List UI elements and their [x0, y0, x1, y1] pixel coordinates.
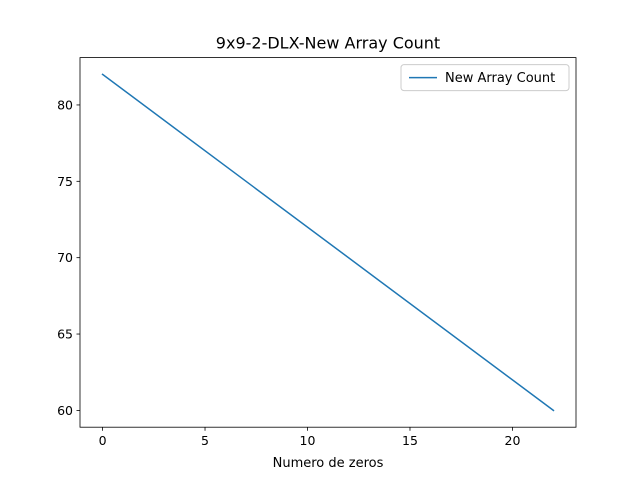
- x-axis-label: Numero de zeros: [273, 456, 384, 471]
- y-tick-label: 65: [57, 327, 73, 342]
- x-tick-label: 10: [300, 433, 316, 448]
- x-tick-label: 5: [201, 433, 209, 448]
- plot-layer: [101, 73, 555, 412]
- y-tick-label: 75: [57, 174, 73, 189]
- legend: New Array Count: [400, 64, 570, 92]
- y-tick-label: 80: [57, 97, 73, 112]
- legend-box: [400, 64, 570, 92]
- series-line-0: [101, 73, 555, 412]
- x-tick-label: 15: [402, 433, 418, 448]
- y-tick-label: 60: [57, 403, 73, 418]
- plot-frame: [79, 57, 577, 428]
- x-axis: 0 5 10 15 20: [99, 427, 521, 448]
- y-tick-label: 70: [57, 250, 73, 265]
- legend-label: New Array Count: [445, 71, 555, 86]
- x-tick-label: 0: [99, 433, 107, 448]
- x-tick-label: 20: [505, 433, 521, 448]
- y-axis: 60 65 70 75 80: [57, 97, 80, 418]
- chart-title: 9x9-2-DLX-New Array Count: [216, 34, 440, 53]
